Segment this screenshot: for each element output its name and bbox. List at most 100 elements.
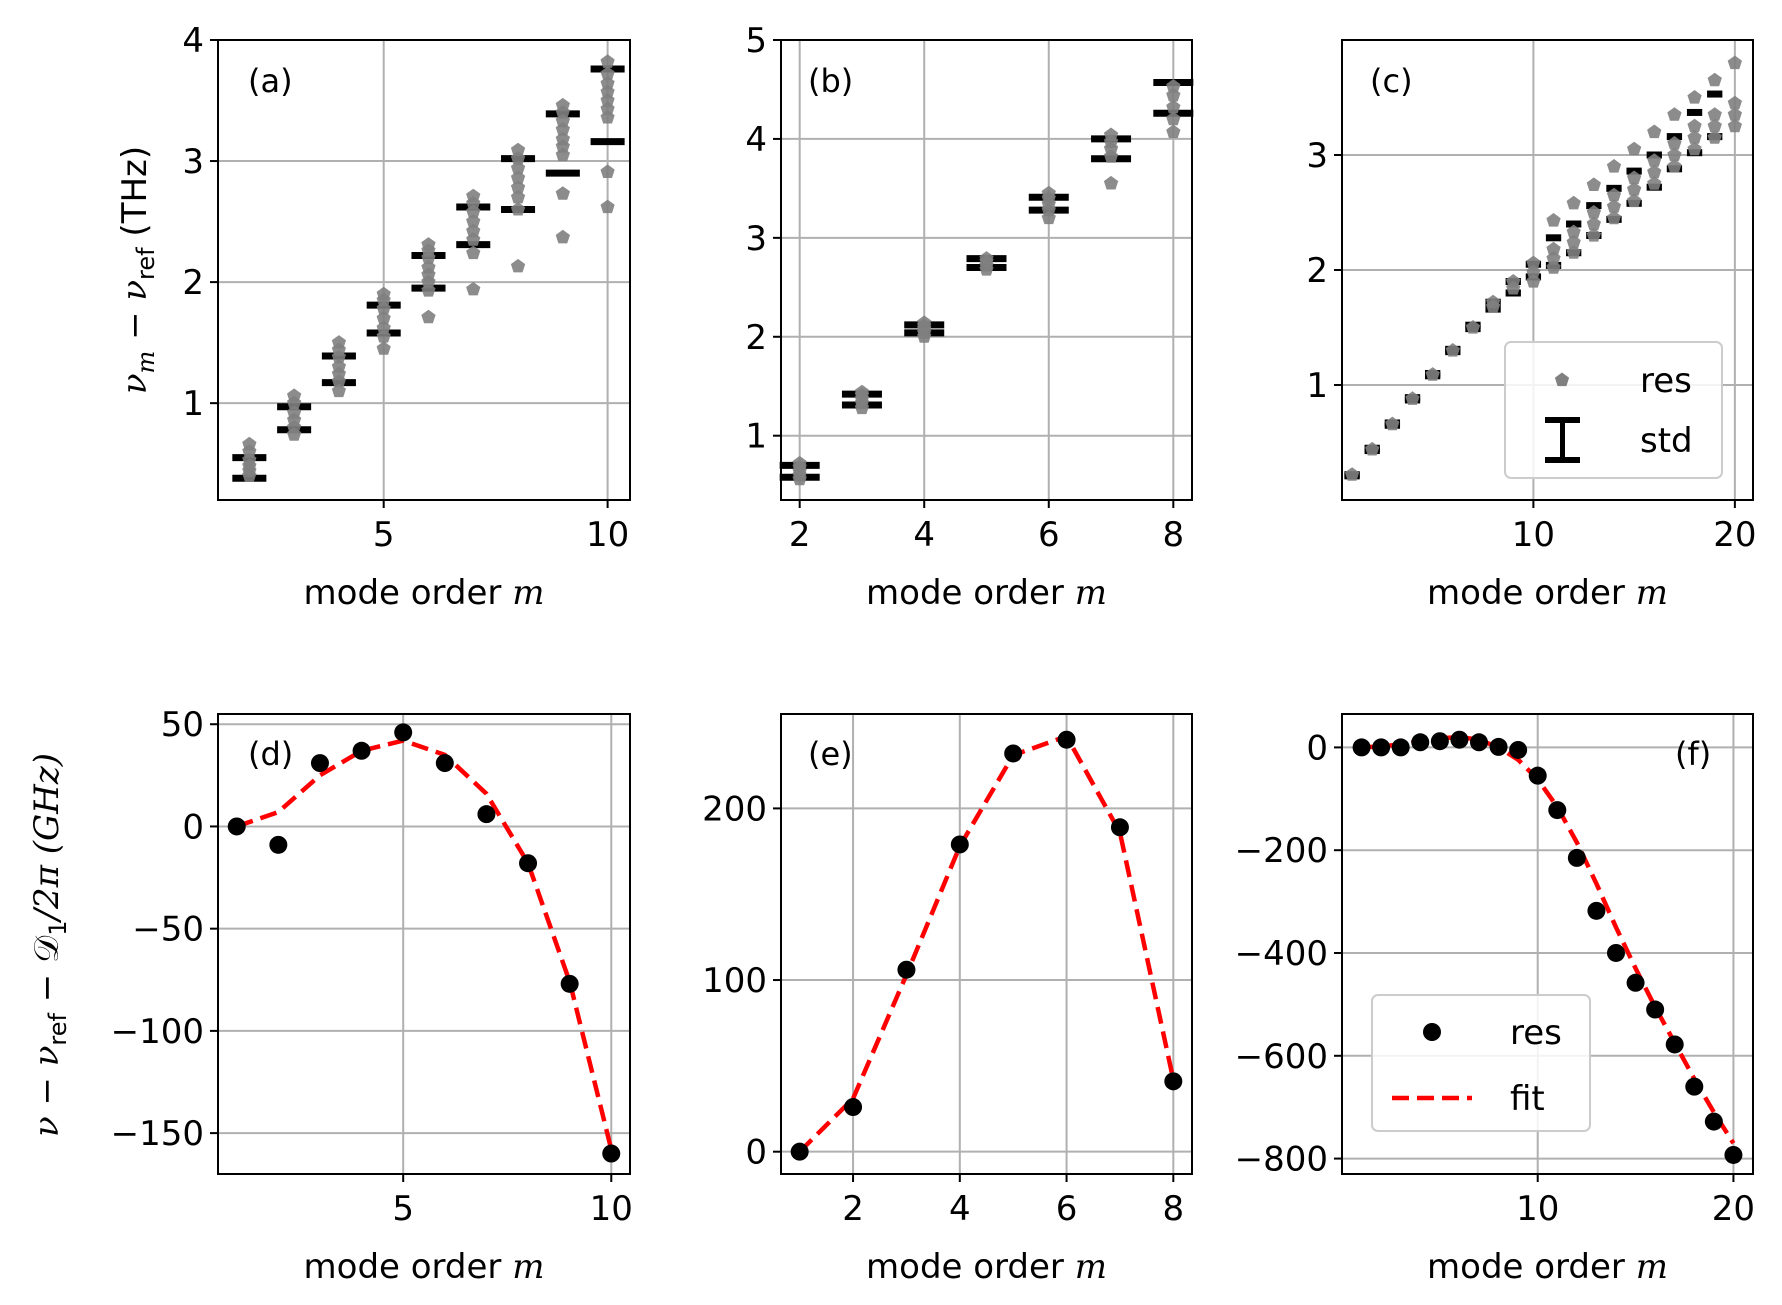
res-point (1110, 818, 1129, 837)
x-tick-label: 2 (842, 1189, 864, 1229)
x-axis-title: mode order m (1427, 1247, 1668, 1287)
legend-res-label: res (1510, 1013, 1562, 1053)
axes-frame (217, 713, 631, 1175)
res-point (1647, 153, 1662, 167)
x-axis-title: mode order m (304, 1247, 545, 1287)
x-tick-label: 20 (1712, 1189, 1755, 1229)
res-point (1365, 441, 1380, 456)
res-point (1103, 175, 1119, 190)
res-point (1164, 1072, 1183, 1091)
x-tick-label: 5 (392, 1189, 414, 1229)
res-point (1587, 901, 1606, 920)
res-point (1411, 733, 1430, 752)
y-tick-label: −100 (111, 1012, 204, 1052)
res-point (510, 142, 526, 157)
res-point (1667, 136, 1682, 150)
legend-std-marker (1545, 417, 1580, 463)
res-point (792, 455, 807, 470)
res-point (1707, 118, 1722, 133)
res-point (421, 237, 436, 251)
res-point (477, 805, 496, 824)
res-point (1606, 210, 1622, 225)
res-point (1509, 740, 1528, 759)
res-point (854, 384, 870, 399)
res-point (555, 97, 570, 112)
res-point (421, 309, 436, 324)
res-point (1566, 234, 1581, 249)
panel-label: (f) (1675, 735, 1711, 773)
res-point (1385, 416, 1400, 431)
res-point (1566, 224, 1581, 239)
res-point (1166, 99, 1181, 114)
panel-label: (b) (808, 62, 853, 100)
axes-frame (780, 39, 1193, 501)
res-point (1166, 124, 1181, 139)
res-point (1687, 90, 1702, 104)
axes-frame (1341, 713, 1754, 1175)
x-tick-label: 6 (1056, 1189, 1078, 1229)
legend-std-label: std (1640, 421, 1693, 461)
res-point (602, 1144, 621, 1163)
chart-panel-e: 2 4 6 8 0 100 200 (e) mode order m (702, 713, 1193, 1287)
y-tick-label: 4 (745, 120, 767, 160)
res-point (242, 436, 257, 451)
res-point (1667, 159, 1682, 173)
x-tick-label: 5 (373, 515, 395, 555)
y-tick-label: 1 (182, 384, 204, 424)
res-point (1430, 732, 1449, 751)
res-point (1546, 241, 1561, 256)
res-point (1391, 738, 1410, 757)
res-point (269, 835, 288, 854)
res-point (1647, 124, 1662, 139)
res-point (600, 164, 615, 178)
res-point (1166, 79, 1181, 93)
panel-label: (d) (248, 735, 293, 773)
legend-res-marker (1423, 1023, 1441, 1041)
y-tick-label: −150 (111, 1114, 204, 1154)
res-point (1606, 187, 1622, 202)
res-point (1405, 391, 1420, 405)
x-tick-label: 2 (789, 515, 811, 555)
chart-panel-d: 5 10 −150 −100 −50 0 50 (d) mode order m (111, 705, 633, 1287)
res-point (917, 315, 932, 329)
y-tick-label: 4 (182, 21, 204, 61)
legend-bottom: res fit (1371, 994, 1591, 1132)
res-point (1586, 216, 1601, 231)
res-point (1586, 228, 1601, 242)
x-tick-label: 4 (913, 515, 935, 555)
chart-panel-b: 2 4 6 8 1 2 3 4 5 (b) mode order m (745, 21, 1194, 613)
y-tick-label: −800 (1235, 1140, 1328, 1180)
res-point (1727, 95, 1742, 110)
res-point (435, 754, 454, 773)
res-point (1445, 343, 1460, 357)
res-point (1506, 274, 1521, 288)
res-point (555, 186, 570, 200)
res-point (600, 54, 615, 68)
res-point (352, 741, 371, 760)
res-point (1707, 72, 1722, 87)
res-point (600, 66, 615, 80)
axes-frame (780, 713, 1193, 1175)
x-tick-label: 10 (590, 1189, 633, 1229)
res-point (1004, 744, 1023, 763)
y-tick-label: 100 (702, 961, 767, 1001)
res-point (1727, 107, 1742, 121)
res-point (376, 341, 391, 355)
y-tick-label: 1 (1306, 366, 1328, 406)
res-point (1687, 141, 1702, 156)
res-point (1057, 730, 1076, 749)
res-point (844, 1098, 863, 1117)
res-point (1627, 170, 1642, 185)
x-tick-label: 8 (1162, 515, 1184, 555)
res-point (1041, 185, 1056, 200)
res-point (897, 960, 916, 979)
res-point (1352, 738, 1371, 757)
res-point (1567, 848, 1586, 867)
x-tick-label: 20 (1713, 515, 1756, 555)
x-tick-label: 10 (586, 515, 629, 555)
res-point (950, 835, 969, 854)
res-point (1626, 973, 1645, 992)
res-point (1425, 367, 1440, 381)
y-tick-label: −200 (1235, 831, 1328, 871)
res-point (1344, 467, 1360, 481)
